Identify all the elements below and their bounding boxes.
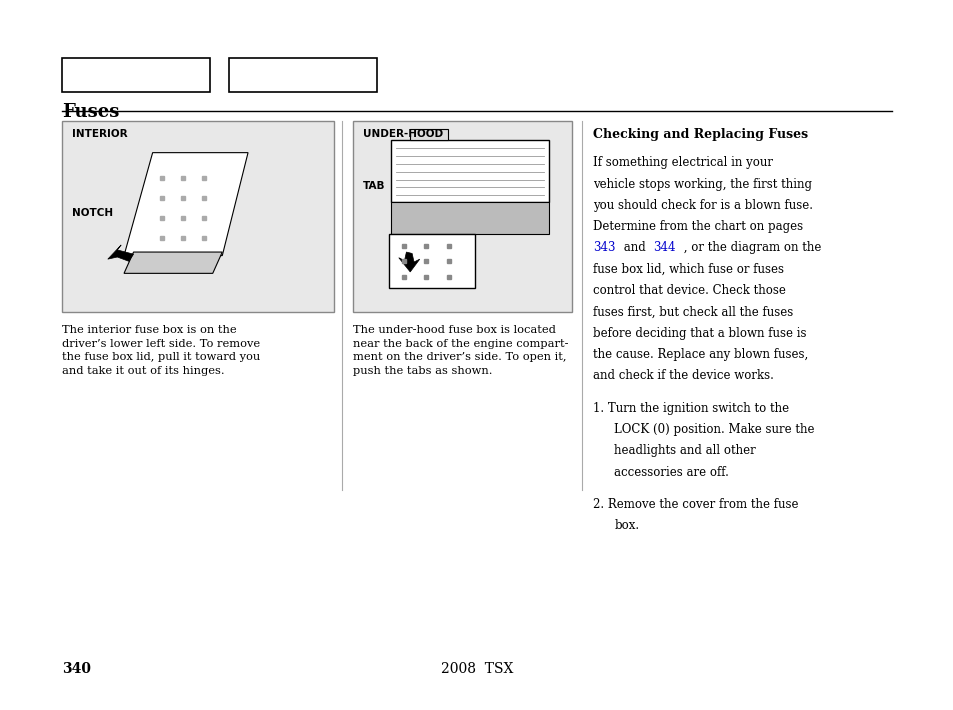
Polygon shape — [124, 153, 248, 256]
Bar — [62, 58, 210, 92]
Bar — [391, 140, 548, 202]
Text: 343: 343 — [593, 241, 616, 254]
Polygon shape — [398, 252, 419, 272]
Text: , or the diagram on the: , or the diagram on the — [679, 241, 821, 254]
Polygon shape — [410, 129, 448, 140]
Text: 344: 344 — [653, 241, 676, 254]
Text: INTERIOR: INTERIOR — [71, 129, 127, 139]
Text: UNDER-HOOD: UNDER-HOOD — [362, 129, 442, 139]
Text: and check if the device works.: and check if the device works. — [593, 369, 774, 382]
Bar — [62, 121, 334, 312]
Text: Checking and Replacing Fuses: Checking and Replacing Fuses — [593, 128, 807, 141]
Text: vehicle stops working, the first thing: vehicle stops working, the first thing — [593, 178, 812, 190]
Text: fuses first, but check all the fuses: fuses first, but check all the fuses — [593, 305, 793, 318]
Bar — [391, 202, 548, 234]
Text: you should check for is a blown fuse.: you should check for is a blown fuse. — [593, 199, 813, 212]
Text: 340: 340 — [62, 662, 91, 676]
Text: and: and — [619, 241, 649, 254]
Text: control that device. Check those: control that device. Check those — [593, 284, 785, 297]
Polygon shape — [108, 245, 133, 261]
Bar — [353, 121, 572, 312]
Text: box.: box. — [614, 519, 639, 532]
Text: the cause. Replace any blown fuses,: the cause. Replace any blown fuses, — [593, 348, 808, 361]
Text: Fuses: Fuses — [62, 103, 119, 121]
Text: The interior fuse box is on the
driver’s lower left side. To remove
the fuse box: The interior fuse box is on the driver’s… — [62, 325, 260, 376]
Bar — [389, 234, 475, 288]
Text: NOTCH: NOTCH — [71, 208, 112, 218]
Bar — [229, 58, 376, 92]
Text: accessories are off.: accessories are off. — [614, 466, 728, 479]
Text: fuse box lid, which fuse or fuses: fuse box lid, which fuse or fuses — [593, 263, 783, 275]
Text: 2008  TSX: 2008 TSX — [440, 662, 513, 676]
Text: LOCK (0) position. Make sure the: LOCK (0) position. Make sure the — [614, 423, 814, 436]
Text: The under-hood fuse box is located
near the back of the engine compart-
ment on : The under-hood fuse box is located near … — [353, 325, 568, 376]
Text: Determine from the chart on pages: Determine from the chart on pages — [593, 220, 802, 233]
Text: 1. Turn the ignition switch to the: 1. Turn the ignition switch to the — [593, 402, 789, 415]
Text: 2. Remove the cover from the fuse: 2. Remove the cover from the fuse — [593, 498, 798, 510]
Text: headlights and all other: headlights and all other — [614, 444, 756, 457]
Polygon shape — [124, 252, 222, 273]
Text: before deciding that a blown fuse is: before deciding that a blown fuse is — [593, 327, 806, 339]
Text: TAB: TAB — [362, 181, 385, 191]
Text: If something electrical in your: If something electrical in your — [593, 156, 773, 169]
